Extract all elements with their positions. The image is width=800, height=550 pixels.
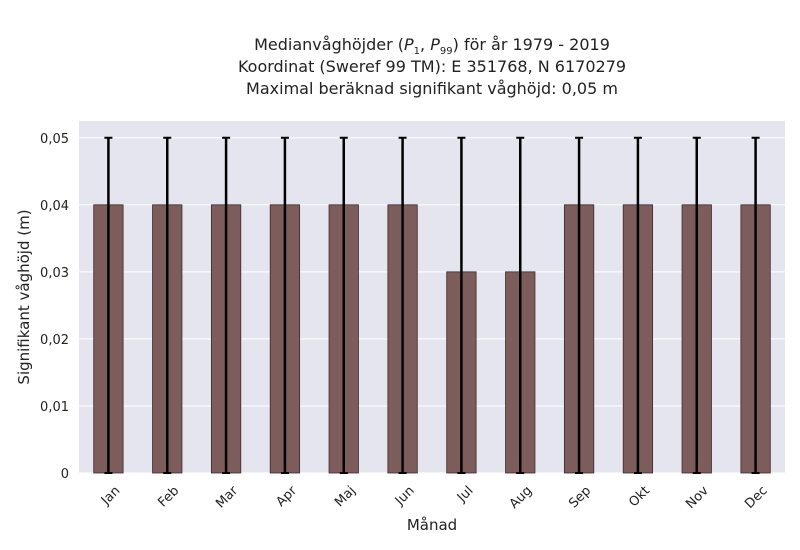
y-axis-label: Signifikant våghöjd (m) — [15, 209, 33, 384]
y-tick-label: 0,03 — [40, 266, 69, 281]
x-tick-label: Maj — [332, 483, 359, 510]
x-tick-label: Mar — [213, 483, 241, 511]
error-bars — [104, 136, 760, 474]
x-tick-label: Dec — [742, 483, 770, 511]
plot-area — [79, 121, 785, 473]
y-tick-label: 0 — [61, 467, 69, 482]
x-tick-label: Jun — [392, 483, 418, 509]
title-suffix: ) för år 1979 - 2019 — [452, 35, 610, 54]
title-line-2: Koordinat (Sweref 99 TM): E 351768, N 61… — [237, 57, 627, 76]
y-tick-label: 0,01 — [40, 400, 69, 415]
x-tick-label: Sep — [566, 483, 594, 511]
x-tick-label: Jul — [454, 483, 476, 505]
x-tick-label: Nov — [683, 483, 712, 512]
y-tick-label: 0,05 — [40, 132, 69, 147]
x-tick-label: Aug — [507, 483, 536, 512]
x-tick-label: Jan — [98, 483, 123, 508]
title-p2: P — [430, 35, 440, 54]
title-line-3: Maximal beräknad signifikant våghöjd: 0,… — [246, 79, 618, 98]
y-tick-labels: 0 0,01 0,02 0,03 0,04 0,05 — [40, 132, 69, 482]
title-p2-sub: 99 — [439, 46, 453, 58]
title-prefix: Medianvåghöjder ( — [254, 35, 405, 54]
x-tick-labels: Jan Feb Mar Apr Maj Jun Jul Aug Sep Okt Nov Dec — [98, 483, 771, 512]
x-tick-label: Feb — [155, 483, 182, 510]
title-p1-sub: 1 — [413, 46, 421, 58]
chart-title: Medianvåghöjder (P1, P99) för år 1979 - … — [80, 34, 784, 100]
y-tick-label: 0,04 — [40, 199, 69, 214]
x-tick-label: Okt — [626, 483, 653, 510]
x-axis-label: Månad — [407, 516, 457, 534]
x-tick-label: Apr — [273, 483, 300, 510]
title-line-1: Medianvåghöjder (P1, P99) för år 1979 - … — [80, 34, 784, 58]
grid-lines — [79, 137, 785, 474]
title-sep: , — [420, 35, 431, 54]
y-tick-label: 0,02 — [40, 333, 69, 348]
title-p1: P — [404, 35, 414, 54]
